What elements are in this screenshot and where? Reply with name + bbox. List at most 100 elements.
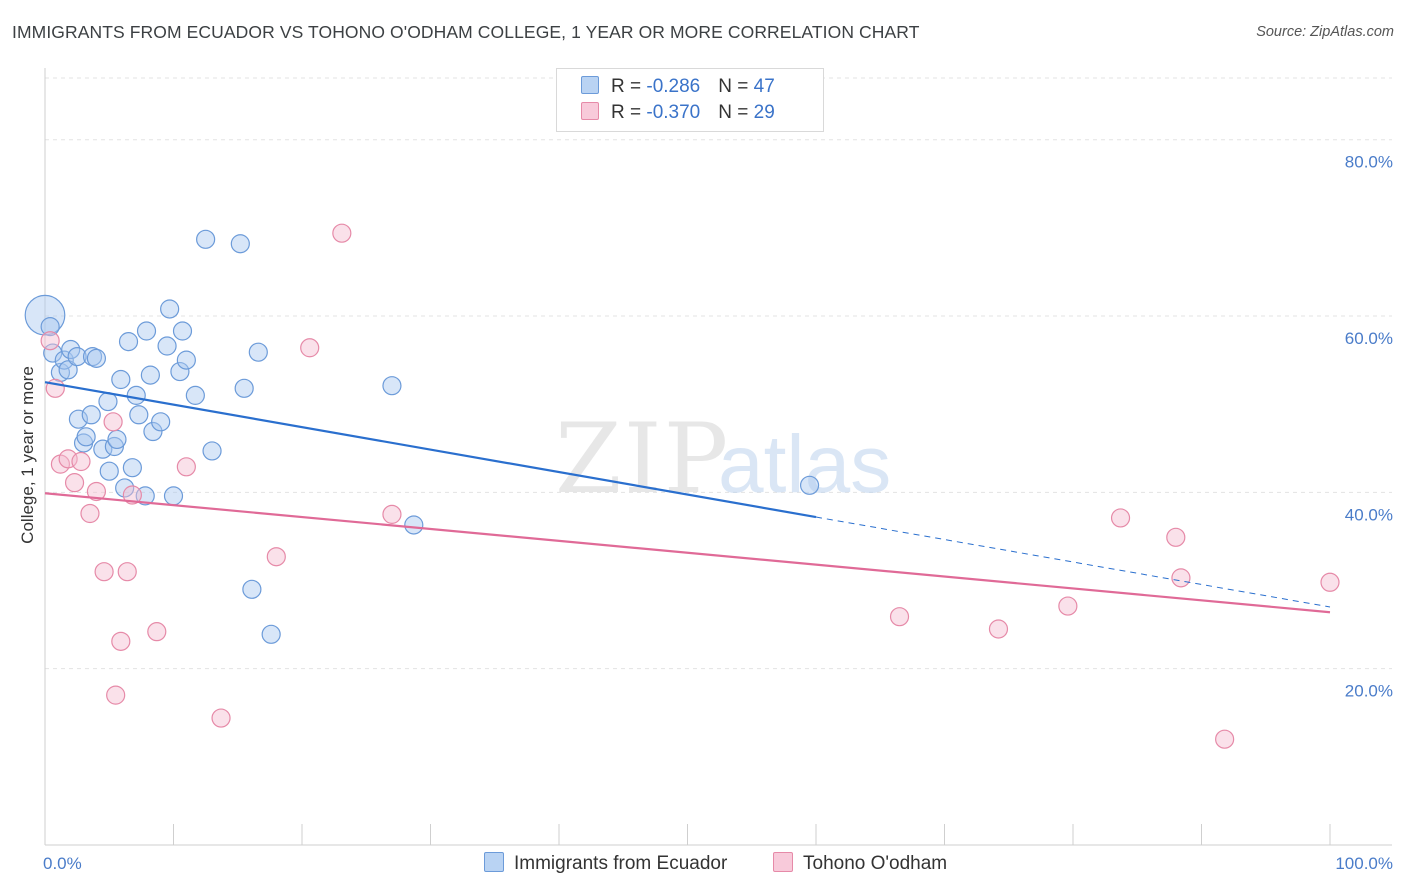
point-ecuador — [248, 342, 268, 362]
legend-row-ecuador: R = -0.286 N = 47 — [581, 76, 775, 100]
y-axis-title: College, 1 year or more — [18, 366, 37, 544]
point-ecuador — [24, 294, 66, 336]
x-tick-label-max: 100.0% — [1335, 854, 1393, 873]
point-tohono — [1320, 572, 1340, 592]
point-ecuador — [196, 229, 216, 249]
x-tick-label-min: 0.0% — [43, 854, 82, 873]
watermark: ZIP atlas — [555, 403, 891, 515]
legend-item-tohono: Tohono O'odham — [773, 852, 947, 875]
point-ecuador — [404, 515, 424, 535]
legend-n-value: 29 — [753, 102, 775, 123]
correlation-legend: R = -0.286 N = 47 R = -0.370 N = 29 — [556, 68, 824, 132]
trendlines — [44, 381, 1331, 614]
point-ecuador — [234, 378, 254, 398]
tick-labels: 20.0% 40.0% 60.0% 80.0% 0.0% 100.0% — [43, 153, 1393, 873]
point-ecuador — [107, 429, 127, 450]
point-ecuador — [202, 441, 222, 461]
point-tohono — [266, 547, 286, 567]
point-ecuador — [799, 475, 820, 495]
point-tohono — [106, 685, 126, 705]
point-ecuador — [111, 369, 131, 390]
point-tohono — [988, 619, 1009, 639]
point-ecuador — [67, 346, 87, 367]
point-tohono — [94, 562, 114, 582]
point-tohono — [211, 708, 231, 728]
point-ecuador — [261, 624, 281, 644]
y-tick-label: 80.0% — [1345, 153, 1393, 172]
point-ecuador — [40, 317, 60, 337]
legend-n-value: 47 — [753, 76, 775, 97]
point-tohono — [40, 331, 60, 351]
legend-swatch-tohono — [773, 852, 793, 872]
point-tohono — [147, 622, 167, 642]
point-tohono — [103, 412, 123, 432]
point-ecuador — [163, 486, 184, 506]
legend-r-value: -0.286 — [646, 76, 701, 97]
point-tohono — [1058, 596, 1078, 616]
point-tohono — [176, 457, 196, 477]
legend-r-label: R = — [611, 102, 647, 123]
legend-n-label: N = — [718, 76, 754, 97]
point-ecuador — [86, 348, 107, 368]
point-ecuador — [176, 350, 196, 370]
point-ecuador — [43, 343, 63, 363]
point-ecuador — [81, 405, 101, 425]
point-tohono — [71, 451, 91, 472]
point-ecuador — [140, 365, 160, 385]
point-ecuador — [118, 332, 139, 352]
point-tohono — [889, 607, 910, 627]
legend-r-label: R = — [611, 76, 647, 97]
point-tohono — [1171, 568, 1191, 588]
point-tohono — [332, 223, 352, 243]
point-ecuador — [185, 385, 205, 405]
point-ecuador — [151, 412, 171, 432]
watermark-atlas: atlas — [718, 419, 891, 510]
point-ecuador — [230, 234, 250, 254]
point-tohono — [86, 481, 107, 502]
point-ecuador — [170, 361, 190, 382]
legend-swatch-ecuador — [484, 852, 504, 872]
point-tohono — [64, 473, 85, 493]
point-tohono — [300, 338, 320, 358]
legend-item-ecuador: Immigrants from Ecuador — [484, 852, 727, 875]
chart-title: IMMIGRANTS FROM ECUADOR VS TOHONO O'ODHA… — [12, 22, 920, 42]
trendline-tohono — [44, 492, 1331, 614]
axes — [44, 68, 1392, 846]
legend-n-label: N = — [718, 102, 754, 123]
point-tohono — [1166, 527, 1186, 547]
legend-swatch-ecuador — [581, 76, 599, 94]
point-ecuador — [143, 421, 163, 442]
point-tohono — [382, 504, 402, 524]
point-tohono — [1215, 729, 1235, 749]
point-ecuador — [122, 458, 142, 478]
point-ecuador — [129, 405, 149, 425]
point-tohono — [111, 631, 131, 651]
legend-label-tohono: Tohono O'odham — [803, 853, 948, 874]
point-ecuador — [136, 321, 157, 341]
y-tick-label: 20.0% — [1345, 682, 1393, 701]
point-ecuador — [242, 579, 262, 599]
series-tohono-points — [40, 223, 1340, 749]
point-tohono — [122, 485, 142, 505]
point-ecuador — [93, 439, 113, 459]
source-label: Source: ZipAtlas.com — [1256, 24, 1394, 40]
point-ecuador — [115, 478, 135, 498]
trendline-ecuador-extension — [815, 516, 1331, 608]
trendline-ecuador — [44, 381, 817, 519]
point-ecuador — [157, 336, 177, 356]
legend-r-value: -0.370 — [646, 102, 701, 123]
point-ecuador — [382, 376, 402, 396]
point-ecuador — [68, 409, 89, 429]
series-legend: Immigrants from Ecuador Tohono O'odham — [0, 852, 1406, 878]
point-ecuador — [126, 385, 146, 405]
point-tohono — [117, 562, 137, 582]
y-tick-label: 60.0% — [1345, 329, 1393, 348]
point-tohono — [80, 503, 100, 524]
legend-label-ecuador: Immigrants from Ecuador — [514, 853, 728, 874]
point-ecuador — [58, 360, 78, 380]
point-ecuador — [99, 461, 119, 481]
legend-row-tohono: R = -0.370 N = 29 — [581, 102, 775, 126]
point-tohono — [1110, 508, 1131, 528]
point-ecuador — [76, 427, 96, 447]
